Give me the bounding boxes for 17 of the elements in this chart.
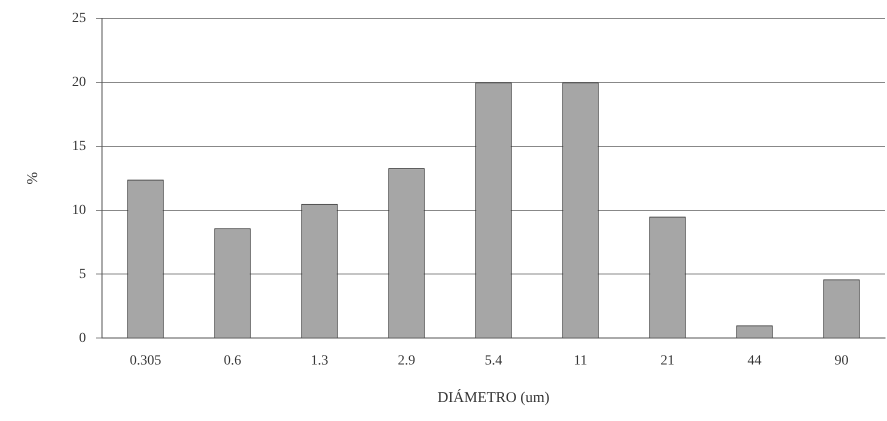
y-tick-label: 0 [79,330,86,346]
x-tick-label: 0.305 [130,353,162,368]
y-tick-label: 20 [72,75,86,90]
x-tick-label: 11 [574,353,588,368]
y-tick-label: 25 [72,11,86,26]
y-tick-label: 10 [72,202,86,218]
x-tick-label: 90 [834,353,848,368]
x-tick-label: 21 [660,353,674,368]
x-axis-title: DIÁMETRO (um) [437,388,550,406]
x-tick-label: 44 [748,353,762,368]
y-tick-label: 5 [79,266,86,282]
y-tick-label: 15 [72,138,86,154]
y-axis-title: % [24,172,41,185]
x-tick-label: 1.3 [310,353,328,368]
x-tick-label: 2.9 [398,353,416,368]
x-tick-label: 5.4 [484,353,502,368]
x-tick-label: 0.6 [224,353,242,368]
